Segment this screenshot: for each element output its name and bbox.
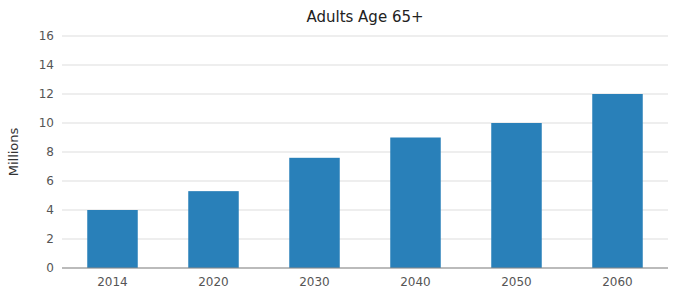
x-tick-label: 2060: [602, 275, 633, 289]
grid-line: [62, 65, 668, 66]
title: Adults Age 65+: [306, 8, 423, 26]
grid-line: [62, 152, 668, 153]
grid-line: [62, 181, 668, 182]
y-tick-label: 12: [39, 87, 54, 101]
y-tick-label: 0: [46, 261, 54, 275]
bar: [390, 138, 441, 269]
grid: [62, 36, 668, 268]
bar: [289, 158, 340, 268]
x-tick-label: 2050: [501, 275, 532, 289]
x-tick-label: 2030: [299, 275, 330, 289]
y-tick-label: 10: [39, 116, 54, 130]
y-tick-label: 4: [46, 203, 54, 217]
x-tick-label: 2014: [97, 275, 128, 289]
bars: [87, 94, 643, 268]
chart-container: 0 2 4 6 8 10 12 14 16 2014 2020 2030 2040 2050 2060 Adu…: [0, 0, 686, 308]
x-tick-label: 2020: [198, 275, 229, 289]
x-tick-label: 2040: [400, 275, 431, 289]
bar: [592, 94, 643, 268]
y-axis-label: Millions: [6, 127, 21, 176]
y-tick-label: 2: [46, 232, 54, 246]
y-tick-label: 14: [39, 58, 54, 72]
grid-line: [62, 94, 668, 95]
x-axis-line: [62, 268, 668, 269]
y-tick-label: 6: [46, 174, 54, 188]
y-tick-label: 8: [46, 145, 54, 159]
bar: [491, 123, 542, 268]
bar: [87, 210, 138, 268]
chart: 0 2 4 6 8 10 12 14 16 2014 2020 2030 2040 2050 2060 Adu…: [0, 0, 686, 308]
y-tick-label: 16: [39, 29, 54, 43]
grid-line: [62, 123, 668, 124]
grid-line: [62, 210, 668, 211]
grid-line: [62, 268, 668, 269]
grid-line: [62, 239, 668, 240]
bar: [188, 191, 239, 268]
grid-line: [62, 36, 668, 37]
